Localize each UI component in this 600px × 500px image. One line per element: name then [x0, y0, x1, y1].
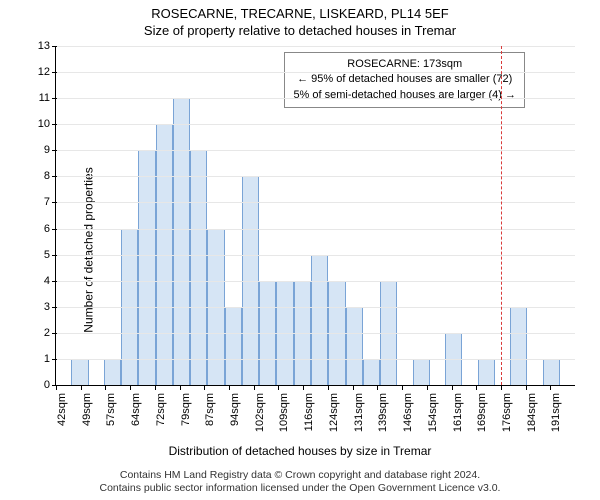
copyright-line-1: Contains HM Land Registry data © Crown c…: [0, 469, 600, 483]
x-axis-label: Distribution of detached houses by size …: [0, 444, 600, 458]
x-tick-label: 131sqm: [353, 393, 365, 432]
copyright-line-2: Contains public sector information licen…: [0, 482, 600, 496]
bar: [138, 150, 155, 385]
x-tick-label: 191sqm: [550, 393, 562, 432]
x-tick-label: 146sqm: [402, 393, 414, 432]
bar: [173, 98, 190, 385]
bar: [543, 359, 560, 385]
x-tick: 42sqm: [56, 385, 81, 435]
x-tick-label: 87sqm: [204, 393, 216, 426]
x-tick: 109sqm: [278, 385, 303, 435]
gridline: [56, 359, 575, 360]
x-tick: 139sqm: [377, 385, 402, 435]
bar: [190, 150, 207, 385]
x-tick: 57sqm: [105, 385, 130, 435]
y-tick: 13: [28, 40, 56, 52]
y-tick: 9: [28, 144, 56, 156]
histogram-chart: 42sqm49sqm57sqm64sqm72sqm79sqm87sqm94sqm…: [55, 46, 575, 386]
x-tick: 102sqm: [254, 385, 279, 435]
legend-line-2: ← 95% of detached houses are smaller (72…: [293, 72, 516, 87]
gridline: [56, 202, 575, 203]
y-tick: 7: [28, 196, 56, 208]
x-tick: 161sqm: [452, 385, 477, 435]
y-tick: 10: [28, 118, 56, 130]
x-tick-label: 72sqm: [155, 393, 167, 426]
bar: [363, 359, 380, 385]
bar: [413, 359, 430, 385]
legend-line-3: 5% of semi-detached houses are larger (4…: [293, 88, 516, 103]
gridline: [56, 46, 575, 47]
y-tick: 8: [28, 170, 56, 182]
bar: [311, 255, 328, 385]
gridline: [56, 124, 575, 125]
x-tick-label: 79sqm: [180, 393, 192, 426]
gridline: [56, 150, 575, 151]
x-tick: 94sqm: [229, 385, 254, 435]
x-tick-label: 57sqm: [105, 393, 117, 426]
bar: [346, 307, 363, 385]
x-tick: 124sqm: [328, 385, 353, 435]
x-tick-label: 102sqm: [254, 393, 266, 432]
gridline: [56, 229, 575, 230]
gridline: [56, 98, 575, 99]
gridline: [56, 72, 575, 73]
bar: [478, 359, 495, 385]
gridline: [56, 255, 575, 256]
x-tick: 72sqm: [155, 385, 180, 435]
y-tick: 2: [28, 327, 56, 339]
y-tick: 12: [28, 66, 56, 78]
chart-title-sub: Size of property relative to detached ho…: [0, 21, 600, 38]
x-tick-label: 176sqm: [501, 393, 513, 432]
y-tick: 11: [28, 92, 56, 104]
x-tick-label: 161sqm: [452, 393, 464, 432]
bar: [225, 307, 242, 385]
x-tick-label: 116sqm: [303, 393, 315, 431]
reference-marker: [501, 46, 502, 385]
x-tick: 184sqm: [526, 385, 551, 435]
x-tick: 79sqm: [180, 385, 205, 435]
gridline: [56, 307, 575, 308]
gridline: [56, 281, 575, 282]
bar: [71, 359, 88, 385]
x-tick: 191sqm: [550, 385, 575, 435]
x-tick: 154sqm: [427, 385, 452, 435]
x-tick-label: 124sqm: [328, 393, 340, 432]
y-tick: 4: [28, 275, 56, 287]
legend-line-1: ROSECARNE: 173sqm: [293, 57, 516, 72]
chart-title-main: ROSECARNE, TRECARNE, LISKEARD, PL14 5EF: [0, 0, 600, 21]
y-tick: 6: [28, 223, 56, 235]
x-tick-label: 154sqm: [427, 393, 439, 432]
gridline: [56, 333, 575, 334]
chart-legend: ROSECARNE: 173sqm ← 95% of detached hous…: [284, 52, 525, 108]
y-tick: 3: [28, 301, 56, 313]
y-tick: 1: [28, 353, 56, 365]
copyright-notice: Contains HM Land Registry data © Crown c…: [0, 469, 600, 496]
x-tick: 87sqm: [204, 385, 229, 435]
x-tick: 64sqm: [130, 385, 155, 435]
x-tick-label: 94sqm: [229, 393, 241, 426]
x-tick-label: 109sqm: [278, 393, 290, 432]
x-tick: 169sqm: [476, 385, 501, 435]
bar: [104, 359, 121, 385]
x-ticks: 42sqm 49sqm 57sqm 64sqm 72sqm 79sqm 87sqm 94sqm…: [56, 385, 575, 435]
gridline: [56, 176, 575, 177]
bar: [510, 307, 527, 385]
y-tick: 5: [28, 249, 56, 261]
x-tick-label: 139sqm: [377, 393, 389, 432]
x-tick: 146sqm: [402, 385, 427, 435]
y-tick: 0: [28, 379, 56, 391]
x-tick-label: 64sqm: [130, 393, 142, 426]
x-tick: 116sqm: [303, 385, 328, 435]
x-tick: 176sqm: [501, 385, 526, 435]
x-tick-label: 49sqm: [81, 393, 93, 426]
x-tick-label: 169sqm: [476, 393, 488, 432]
x-tick: 131sqm: [353, 385, 378, 435]
x-tick-label: 42sqm: [56, 393, 68, 426]
x-tick-label: 184sqm: [526, 393, 538, 432]
x-tick: 49sqm: [81, 385, 106, 435]
